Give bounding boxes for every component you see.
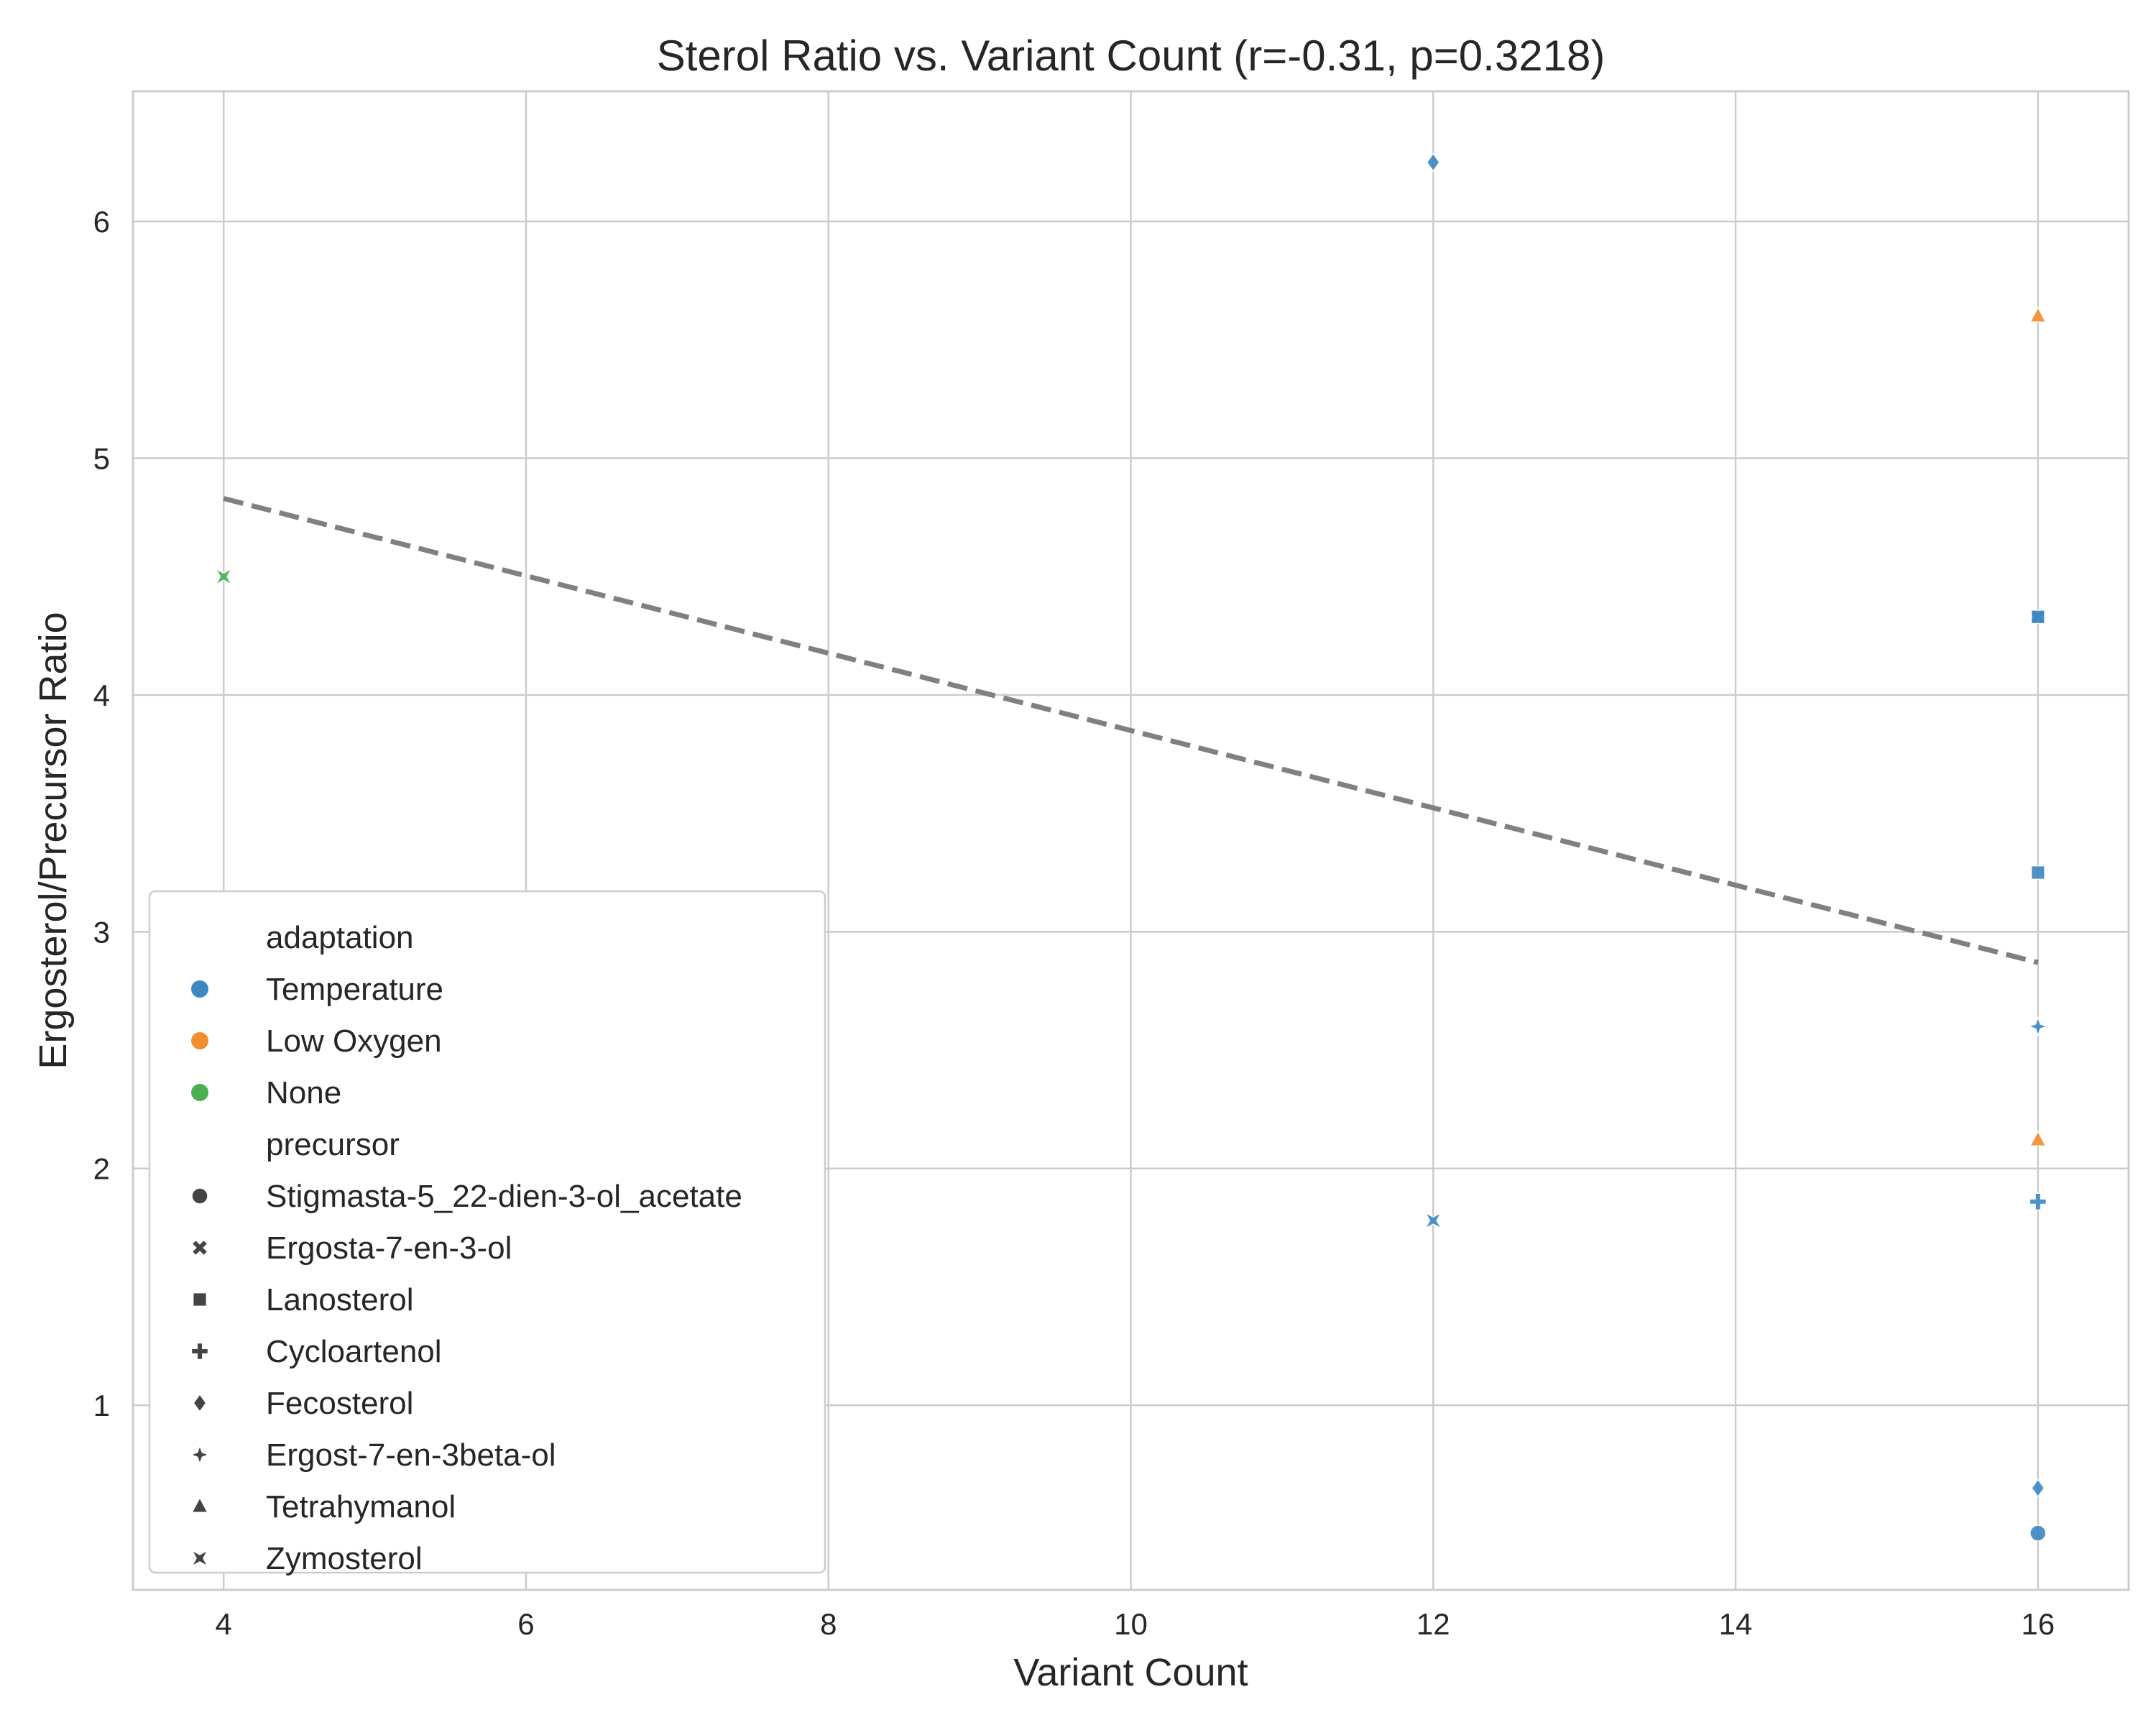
legend-marker-circle [191,1187,208,1205]
y-tick-label: 2 [93,1152,110,1186]
data-point [2030,610,2045,625]
legend-style-title: precursor [266,1127,400,1162]
y-axis-label: Ergosterol/Precursor Ratio [32,612,75,1069]
legend-marker-x [191,1239,208,1256]
data-point [1424,1211,1443,1230]
legend-style-label: Fecosterol [266,1386,413,1421]
plot-frame [132,90,2130,1591]
data-point [2030,1524,2047,1542]
legend-marker-triangle [190,1496,209,1513]
legend-marker-square [192,1292,208,1307]
data-point [2030,865,2045,880]
y-tick-label: 3 [93,915,110,949]
trendline [223,496,2039,965]
legend-color-swatch [191,1032,208,1049]
data-points [214,152,2049,1542]
chart-title: Sterol Ratio vs. Variant Count (r=-0.31,… [657,32,1606,80]
legend-marker-pinwheel [190,1549,209,1568]
y-tick-label: 1 [93,1389,110,1422]
grid [133,91,2129,1590]
data-point [1426,152,1440,172]
legend-style-label: Ergosta-7-en-3-ol [266,1230,512,1266]
legend-hue-label: Temperature [266,972,443,1007]
legend-style-label: Stigmasta-5_22-dien-3-ol_acetate [266,1179,742,1214]
legend-box [148,890,826,1574]
legend-color-swatch [191,1084,208,1101]
data-point [2029,1130,2047,1147]
legend-style-label: Ergost-7-en-3beta-ol [266,1438,556,1473]
legend-color-swatch [191,980,208,998]
data-point [2029,1192,2047,1211]
legend-marker-plus [190,1342,209,1361]
legend: adaptation Temperature Low Oxygen None precu… [148,890,826,1576]
x-tick-label: 14 [1719,1607,1753,1641]
x-tick-label: 10 [1114,1607,1148,1641]
data-point [2027,1016,2049,1037]
x-tick-label: 6 [517,1607,534,1641]
legend-hue-title: adaptation [266,920,414,955]
legend-marker-diamond [193,1393,207,1413]
x-tick-label: 12 [1416,1607,1450,1641]
legend-style-label: Cycloartenol [266,1334,442,1369]
legend-hue-label: Low Oxygen [266,1024,442,1059]
legend-style-label: Zymosterol [266,1541,423,1576]
legend-marker-star4 [189,1444,211,1466]
x-tick-label: 8 [820,1607,837,1641]
x-tick-label: 4 [216,1607,232,1641]
y-tick-label: 6 [93,205,110,239]
legend-style-label: Lanosterol [266,1282,413,1317]
data-point [2029,306,2047,323]
legend-style-label: Tetrahymanol [266,1489,456,1524]
data-point [2031,1478,2045,1498]
x-axis-label: Variant Count [1013,1651,1248,1694]
trendline-group [223,496,2039,965]
y-tick-label: 4 [93,678,110,712]
x-tick-label: 16 [2021,1607,2055,1641]
legend-hue-label: None [266,1075,341,1110]
data-point [214,567,234,586]
y-tick-label: 5 [93,442,110,476]
